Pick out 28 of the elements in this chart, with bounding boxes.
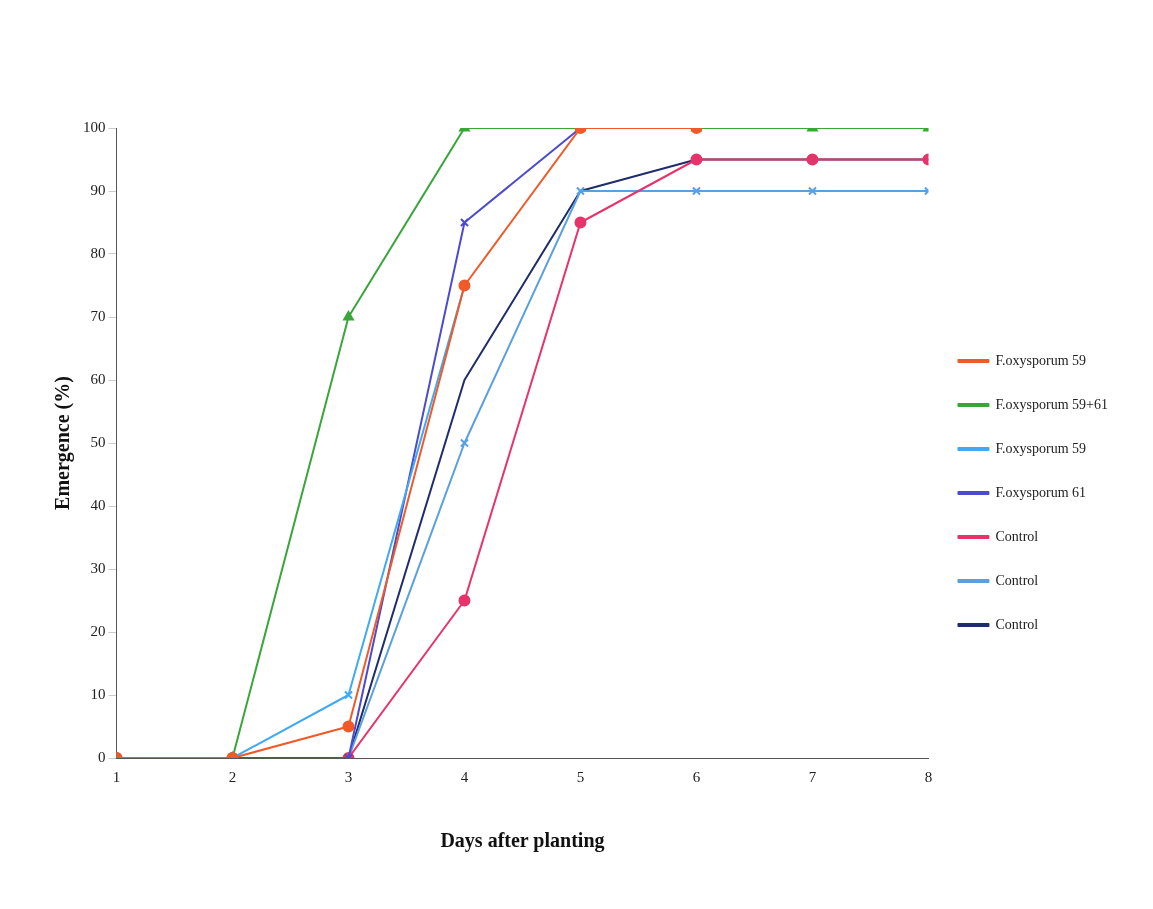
x-tick-label: 8 xyxy=(924,768,933,785)
x-tick-label: 6 xyxy=(692,768,701,785)
y-tick-label: 70 xyxy=(90,307,106,324)
legend-label: Control xyxy=(995,572,1039,588)
x-tick-label: 4 xyxy=(460,768,469,785)
y-tick-label: 0 xyxy=(98,748,106,765)
legend-label: Control xyxy=(995,528,1039,544)
y-tick-label: 90 xyxy=(90,181,106,198)
legend-label: F.oxysporum 59 xyxy=(995,352,1087,368)
x-tick-label: 5 xyxy=(576,768,585,785)
x-tick-label: 2 xyxy=(228,768,237,785)
x-axis-title: Days after planting xyxy=(440,829,605,853)
y-tick-label: 40 xyxy=(90,496,106,513)
x-tick-label: 7 xyxy=(808,768,817,785)
y-tick-label: 50 xyxy=(90,433,106,450)
y-tick-label: 20 xyxy=(90,622,106,639)
x-tick-label: 1 xyxy=(112,768,121,785)
y-axis-title: Emergence (%) xyxy=(51,376,75,510)
y-tick-label: 30 xyxy=(90,559,106,576)
y-tick-label: 100 xyxy=(83,118,106,135)
y-tick-label: 60 xyxy=(90,370,106,387)
y-tick-label: 10 xyxy=(90,685,106,702)
legend-label: Control xyxy=(995,616,1039,632)
x-tick-label: 3 xyxy=(344,768,353,785)
y-tick-label: 80 xyxy=(90,244,106,261)
legend-label: F.oxysporum 61 xyxy=(995,484,1087,500)
legend-label: F.oxysporum 59 xyxy=(995,440,1087,456)
legend-label: F.oxysporum 59+61 xyxy=(995,396,1108,412)
